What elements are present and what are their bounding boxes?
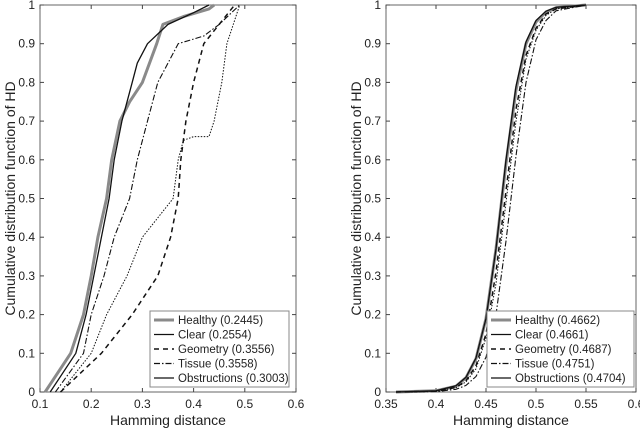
left-cdf-panel: 0.1 0.2 0.3 0.4 0.5 0.600.10.20.30.40.50.60.7… — [2, 0, 305, 428]
x-tick-label: 0.6 — [288, 397, 305, 411]
legend-entry: Obstructions (0.4704) — [515, 373, 626, 385]
y-tick-label: 0.7 — [364, 114, 381, 128]
y-tick-label: 1 — [28, 0, 35, 12]
x-tick-label: 0.1 — [32, 397, 49, 411]
y-tick-label: 0.8 — [364, 75, 381, 89]
x-tick-label: 0.35 — [374, 397, 398, 411]
x-tick-label: 0.6 — [628, 397, 640, 411]
legend-entry: Clear (0.2554) — [178, 330, 252, 342]
y-tick-label: 0.5 — [18, 192, 35, 206]
y-tick-label: 0.5 — [364, 192, 381, 206]
x-axis-label: Hamming distance — [453, 412, 569, 428]
series-line-tissue — [54, 4, 241, 393]
y-tick-label: 0.3 — [364, 269, 381, 283]
y-axis-label: Cumulative distribution function of HD — [2, 81, 18, 315]
y-tick-label: 0.1 — [18, 346, 35, 360]
y-tick-label: 0.6 — [364, 153, 381, 167]
y-tick-label: 0.2 — [18, 308, 35, 322]
legend: Healthy (0.2445) Clear (0.2554) Geometry (… — [149, 310, 290, 388]
legend-entry: Tissue (0.3558) — [178, 359, 258, 371]
series-line-clear — [395, 4, 587, 393]
series-line-obstructions — [395, 4, 587, 393]
y-tick-label: 0.8 — [18, 75, 35, 89]
y-tick-label: 0.9 — [364, 37, 381, 51]
legend: Healthy (0.4662) Clear (0.4661) Geometry (… — [486, 310, 635, 388]
series-line-tissue — [395, 4, 587, 393]
legend-entry: Clear (0.4661) — [515, 330, 589, 342]
series-line-obstructions — [60, 4, 241, 393]
y-tick-label: 0.3 — [18, 269, 35, 283]
x-tick-label: 0.4 — [428, 397, 445, 411]
series-line-clear — [49, 4, 210, 393]
x-tick-label: 0.2 — [83, 397, 100, 411]
x-tick-label: 0.5 — [528, 397, 545, 411]
x-tick-label: 0.55 — [574, 397, 598, 411]
y-tick-label: 0.2 — [364, 308, 381, 322]
y-tick-label: 0.4 — [18, 230, 35, 244]
legend-entry: Tissue (0.4751) — [515, 359, 595, 371]
x-tick-label: 0.4 — [185, 397, 202, 411]
y-tick-label: 0.1 — [364, 346, 381, 360]
y-tick-label: 1 — [374, 0, 381, 12]
legend-entry: Geometry (0.3556) — [178, 344, 275, 356]
right-cdf-panel: 0.35 0.4 0.45 0.5 0.55 0.6 0 0.1 0.2 0.3 0.4 0.5 0.6… — [348, 0, 640, 428]
legend-entry: Healthy (0.4662) — [515, 315, 600, 327]
series-line-healthy — [43, 3, 216, 393]
legend-entry: Obstructions (0.3003) — [178, 373, 289, 385]
legend-entry: Geometry (0.4687) — [515, 344, 612, 356]
series-line-geometry — [395, 4, 587, 393]
x-tick-label: 0.5 — [236, 397, 253, 411]
x-tick-label: 0.45 — [474, 397, 498, 411]
x-tick-label: 0.3 — [134, 397, 151, 411]
legend-entry: Healthy (0.2445) — [178, 315, 263, 327]
y-tick-label: 0 — [374, 385, 381, 399]
y-tick-label: 0.7 — [18, 114, 35, 128]
y-axis-label: Cumulative distribution function of HD — [348, 81, 364, 315]
y-tick-label: 0 — [28, 385, 35, 399]
legend-box — [486, 310, 635, 388]
y-tick-label: 0.6 — [18, 153, 35, 167]
x-axis-label: Hamming distance — [110, 412, 226, 428]
y-tick-label: 0.4 — [364, 230, 381, 244]
y-tick-label: 0.9 — [18, 37, 35, 51]
